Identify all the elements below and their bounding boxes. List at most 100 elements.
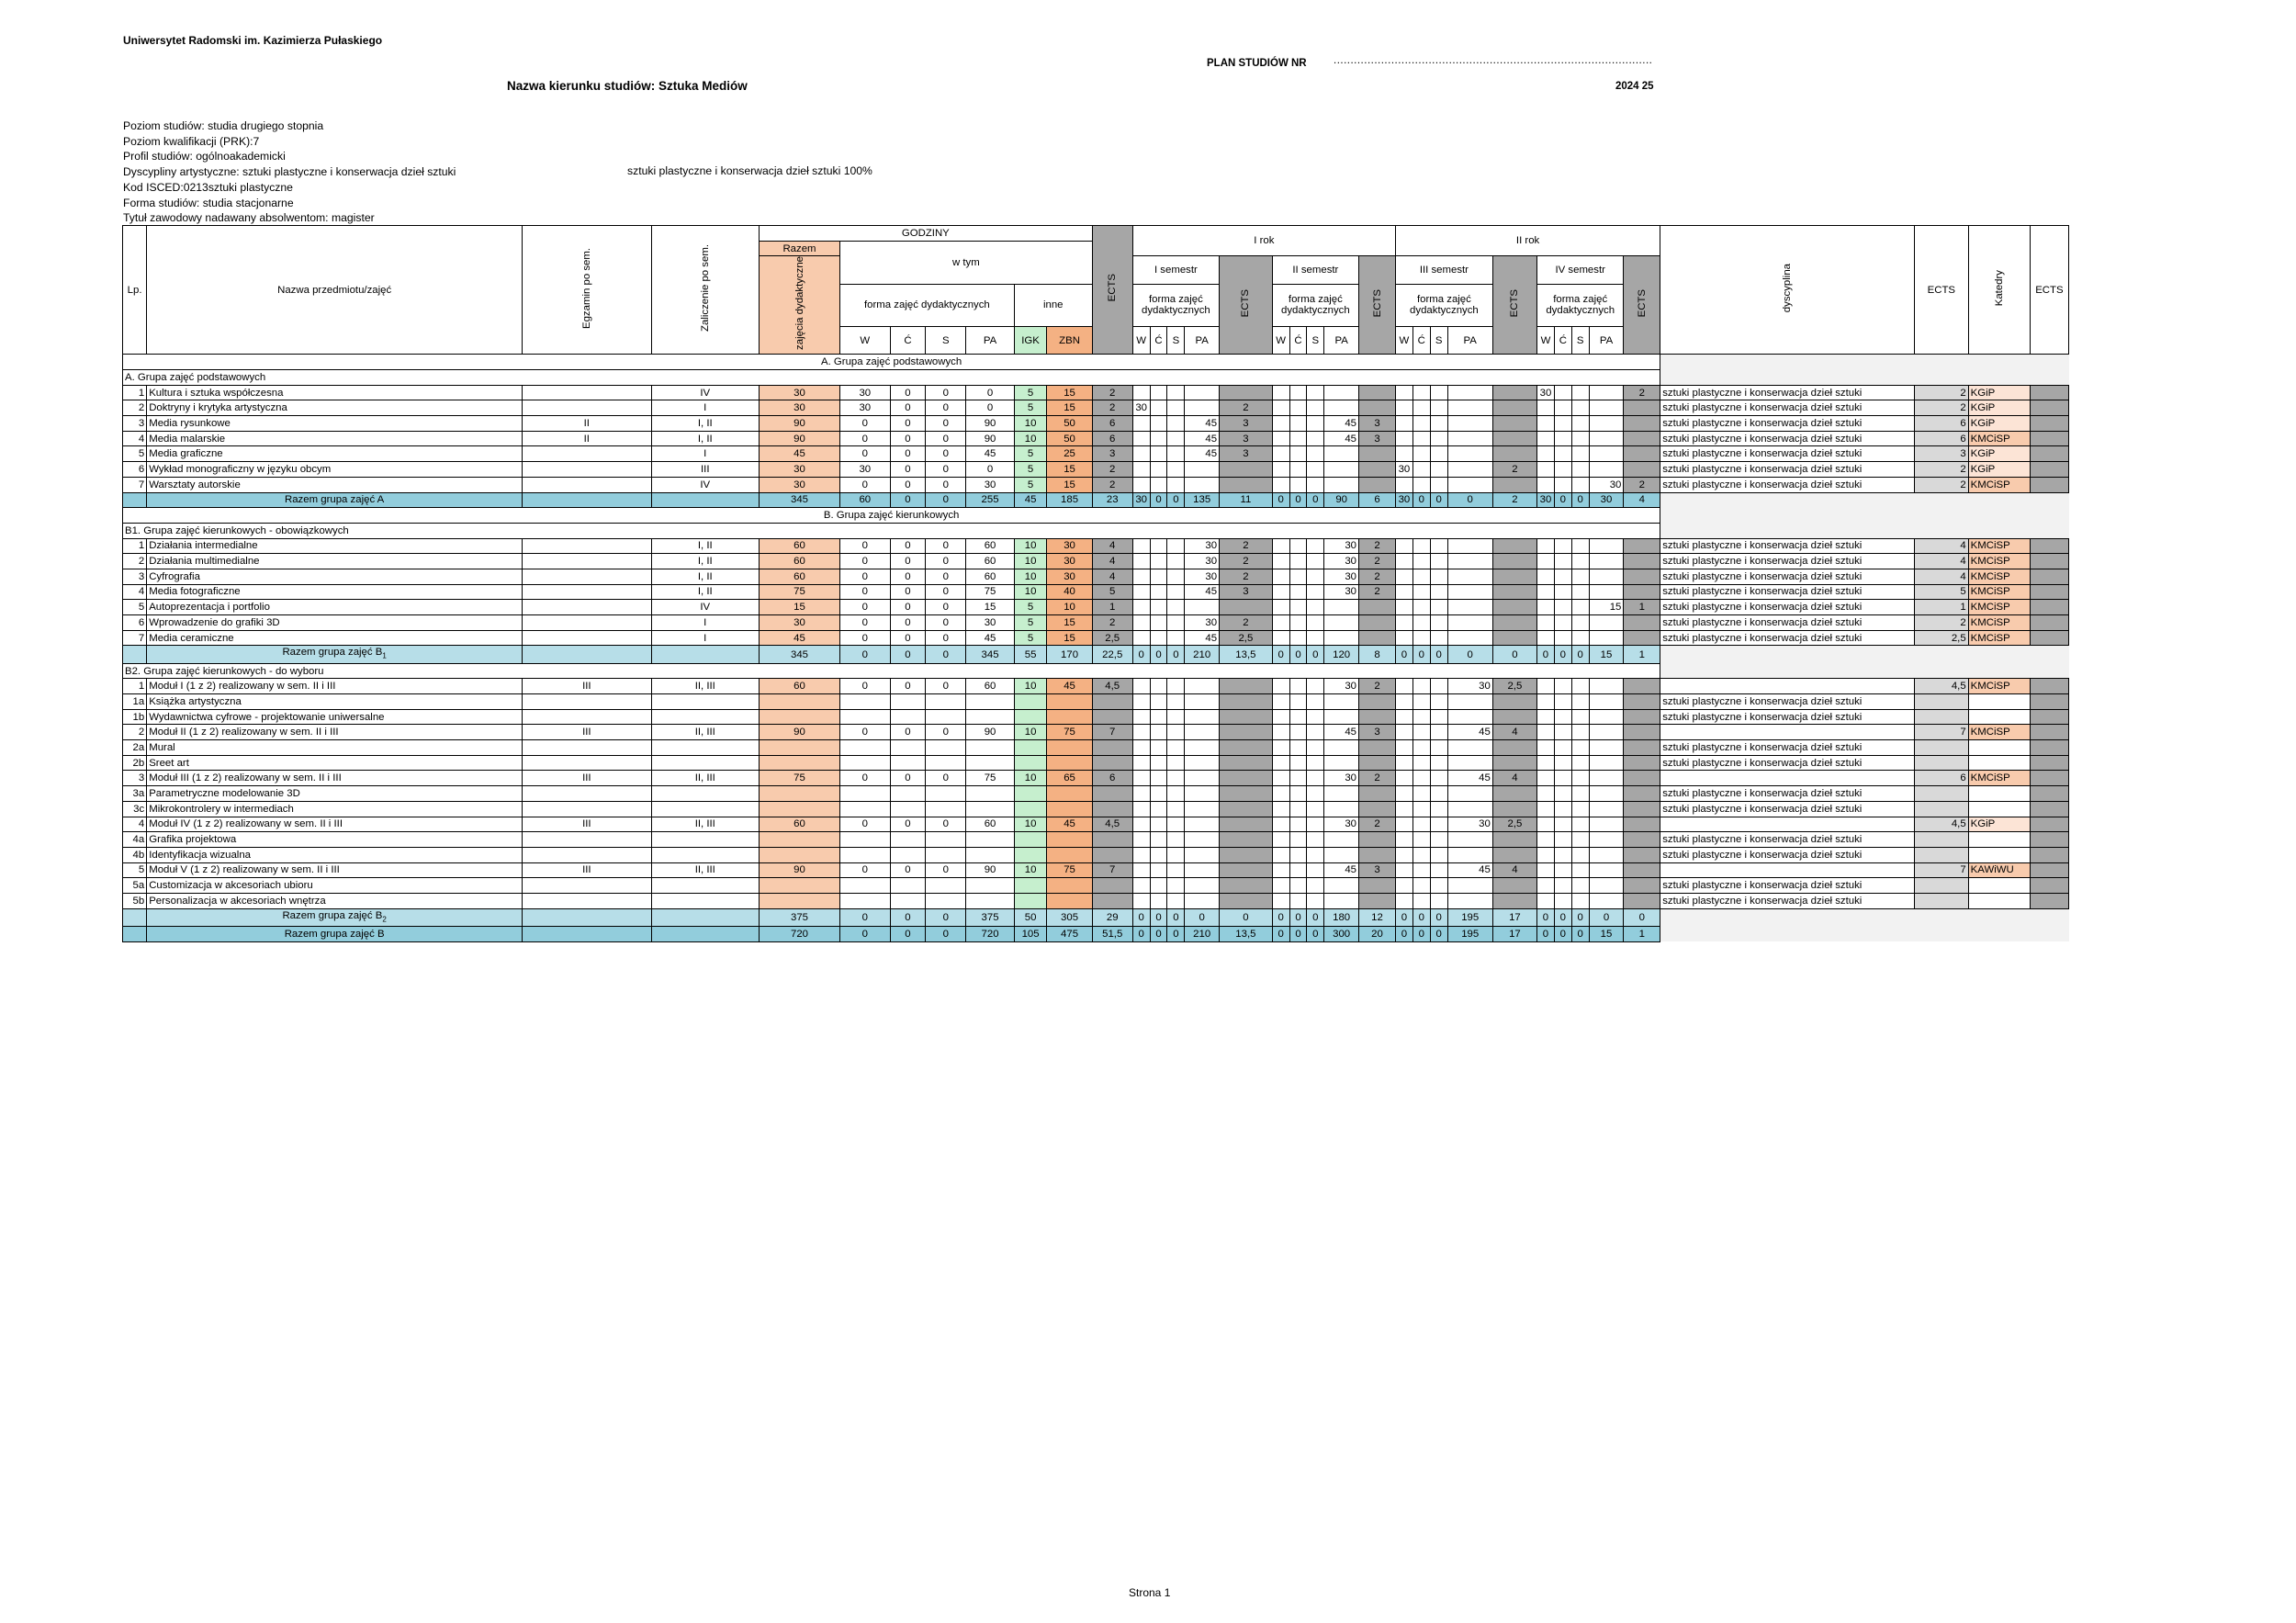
row-s3-1 [1412, 553, 1431, 569]
sum-s2-2: 0 [1306, 907, 1325, 927]
row-s3-1 [1412, 739, 1431, 756]
row-igk [1013, 693, 1048, 710]
row-department [1967, 739, 2031, 756]
row-s1-2 [1166, 461, 1186, 478]
row-w: 0 [839, 816, 891, 833]
row-subject: Doktryny i krytyka artystyczna [146, 400, 523, 417]
row-s: 0 [925, 384, 967, 401]
row-department: KGiP [1967, 461, 2031, 478]
table-row: 2a Mural sztuki plastyczne i konserwacja d… [121, 739, 2070, 756]
row-s1-4 [1219, 846, 1273, 863]
row-w: 0 [839, 445, 891, 463]
table-row: 2b Sreet art sztuki plastyczne i konserwac… [121, 754, 2070, 772]
row-s2-2 [1306, 629, 1325, 647]
row-discipline-ects: 2,5 [1913, 629, 1969, 647]
row-s1-1 [1149, 754, 1168, 772]
sum-filler [1660, 908, 2069, 927]
row-s2-2 [1306, 415, 1325, 432]
row-s4-2 [1570, 476, 1590, 493]
row-s1-4: 3 [1219, 583, 1273, 601]
row-s2-0 [1271, 400, 1290, 417]
sum-igk: 50 [1013, 907, 1048, 927]
row-c: 0 [889, 599, 927, 615]
row-igk: 5 [1013, 384, 1048, 401]
row-s1-2 [1166, 693, 1186, 710]
row-discipline-ects: 2 [1913, 384, 1969, 401]
row-c: 0 [889, 430, 927, 447]
row-s1-0 [1131, 568, 1151, 585]
row-pa: 15 [965, 599, 1015, 615]
row-s4-1 [1553, 568, 1572, 585]
row-s3-3: 30 [1446, 678, 1493, 695]
row-c: 0 [889, 553, 927, 569]
row-total [758, 693, 841, 710]
row-s3-0 [1394, 800, 1413, 817]
row-ects: 7 [1091, 862, 1133, 879]
row-total: 45 [758, 445, 841, 463]
row-s2-2 [1306, 445, 1325, 463]
row-s1-0 [1131, 800, 1151, 817]
row-ects-final [2029, 754, 2070, 772]
section-filler [1660, 523, 2069, 539]
row-pa [965, 846, 1015, 863]
row-s2-3 [1323, 708, 1360, 726]
sum-s4-1: 0 [1553, 907, 1572, 927]
row-ects-final [2029, 800, 2070, 817]
row-ects: 6 [1091, 770, 1133, 787]
row-lp: 5 [121, 862, 148, 879]
sum-s2-2: 0 [1306, 645, 1325, 664]
row-igk: 10 [1013, 862, 1048, 879]
sum-ec: 51,5 [1091, 925, 1133, 942]
row-lp: 2 [121, 553, 148, 569]
row-discipline: sztuki plastyczne i konserwacja dzieł sz… [1660, 445, 1915, 463]
row-zbn [1046, 831, 1093, 848]
row-s2-0 [1271, 568, 1290, 585]
row-s2-3: 30 [1323, 553, 1360, 569]
table-row: 2 Doktryny i krytyka artystyczna I 30 30 0 0 0 5… [121, 400, 2070, 417]
row-zbn: 15 [1046, 476, 1093, 493]
row-s2-4: 2 [1358, 553, 1396, 569]
row-s4-2 [1570, 724, 1590, 741]
row-zbn: 40 [1046, 583, 1093, 601]
row-credit: I [650, 445, 760, 463]
row-s4-2 [1570, 770, 1590, 787]
row-s1-1 [1149, 800, 1168, 817]
row-s2-4 [1358, 461, 1396, 478]
row-w: 0 [839, 599, 891, 615]
row-s2-0 [1271, 754, 1290, 772]
row-s3-4 [1491, 785, 1538, 802]
row-s: 0 [925, 583, 967, 601]
sum-s1-0: 0 [1131, 907, 1151, 927]
sum-s1-0: 0 [1131, 645, 1151, 664]
row-ects [1091, 708, 1133, 726]
row-discipline-ects: 7 [1913, 724, 1969, 741]
row-s3-0 [1394, 754, 1413, 772]
row-c: 0 [889, 537, 927, 555]
row-lp: 7 [121, 476, 148, 493]
row-s: 0 [925, 400, 967, 417]
row-discipline-ects [1913, 877, 1969, 894]
row-s4-3 [1588, 693, 1625, 710]
row-s2-1 [1289, 724, 1308, 741]
row-total: 30 [758, 400, 841, 417]
row-subject: Wprowadzenie do grafiki 3D [146, 614, 523, 631]
row-discipline: sztuki plastyczne i konserwacja dzieł sz… [1660, 846, 1915, 863]
section-filler [1660, 663, 2069, 679]
row-s3-3 [1446, 846, 1493, 863]
row-subject: Wydawnictwa cyfrowe - projektowanie uniw… [146, 708, 523, 726]
row-pa: 60 [965, 678, 1015, 695]
row-igk: 10 [1013, 553, 1048, 569]
row-ects-final [2029, 583, 2070, 601]
row-lp: 2 [121, 400, 148, 417]
row-total [758, 877, 841, 894]
table-row: 4a Grafika projektowa sztuki plastyczne i … [121, 831, 2070, 848]
row-s4-1 [1553, 708, 1572, 726]
row-exam [522, 461, 652, 478]
row-s4-3 [1588, 629, 1625, 647]
row-s2-2 [1306, 785, 1325, 802]
row-s4-2 [1570, 400, 1590, 417]
table-row: 2 Działania multimedialne I, II 60 0 0 0 60 10 30… [121, 553, 2070, 569]
row-w: 0 [839, 568, 891, 585]
row-s3-2 [1429, 553, 1448, 569]
row-s: 0 [925, 461, 967, 478]
